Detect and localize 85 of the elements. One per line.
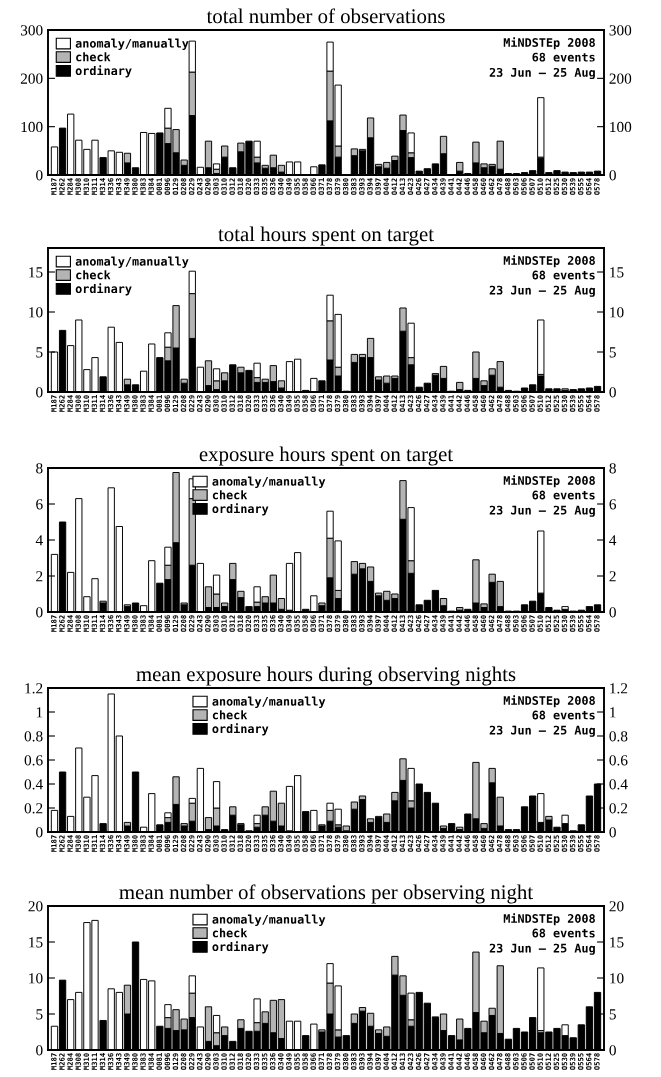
y-tick-label: 1 xyxy=(36,707,43,718)
y2-tick-label: 15 xyxy=(610,937,624,948)
y-tick-label: 2 xyxy=(36,571,43,582)
legend-label: check xyxy=(212,928,248,938)
y-tick-label: 10 xyxy=(29,307,43,318)
legend-label: check xyxy=(76,270,111,280)
y2-tick-label: 1.2 xyxy=(610,683,628,694)
y-tick-label: 6 xyxy=(36,499,43,510)
legend-label: ordinary xyxy=(75,65,132,78)
legend-label: anomaly/manually xyxy=(212,476,326,489)
y2-tick-label: 200 xyxy=(609,73,632,84)
legend-label: ordinary xyxy=(212,503,269,516)
y2-tick-label: 0 xyxy=(609,827,616,838)
y2-tick-label: 1 xyxy=(610,707,616,718)
annotation: MiNDSTEp 2008 xyxy=(503,37,595,50)
annotation: 23 Jun – 25 Aug xyxy=(489,943,595,955)
y2-tick-label: 300 xyxy=(609,25,632,36)
y-tick-label: 1.2 xyxy=(25,683,43,694)
y-tick-label: 0.2 xyxy=(24,803,43,814)
y-tick-label: 300 xyxy=(20,25,43,36)
y2-tick-label: 20 xyxy=(609,901,624,912)
y-tick-label: 5 xyxy=(36,347,43,358)
legend-label: check xyxy=(76,52,111,62)
y2-tick-label: 10 xyxy=(610,973,624,984)
annotation: 68 events xyxy=(532,490,595,500)
y-tick-label: 20 xyxy=(28,901,43,912)
y-tick-label: 0 xyxy=(36,387,43,398)
y2-tick-label: 6 xyxy=(609,499,617,510)
annotation: MiNDSTEp 2008 xyxy=(503,255,595,268)
chart-title: total hours spent on target xyxy=(218,226,434,246)
chart-title: mean exposure hours during observing nights xyxy=(136,666,516,686)
y-tick-label: 15 xyxy=(29,267,43,278)
legend-label: check xyxy=(212,490,248,500)
y2-tick-label: 10 xyxy=(610,307,624,318)
chart-title: exposure hours spent on target xyxy=(199,446,453,466)
legend-label: anomaly/manually xyxy=(212,914,326,927)
y2-tick-label: 2 xyxy=(609,571,616,582)
y2-tick-label: 8 xyxy=(609,463,616,474)
y2-tick-label: 0 xyxy=(609,170,616,181)
y2-tick-label: 100 xyxy=(610,121,632,133)
y2-tick-label: 15 xyxy=(610,267,624,278)
y-tick-label: 15 xyxy=(29,937,43,948)
annotation: 23 Jun – 25 Aug xyxy=(489,505,595,517)
annotation: 68 events xyxy=(532,270,595,280)
y2-tick-label: 0.8 xyxy=(609,731,628,742)
legend-label: check xyxy=(212,710,248,720)
y-tick-label: 5 xyxy=(36,1009,43,1020)
chart-title: mean number of observations per observing night xyxy=(119,884,533,904)
annotation: 23 Jun – 25 Aug xyxy=(489,67,595,80)
y-tick-label: 0 xyxy=(36,607,43,618)
y2-tick-label: 0.2 xyxy=(609,803,628,814)
annotation: 23 Jun – 25 Aug xyxy=(489,285,595,297)
y-tick-label: 4 xyxy=(35,535,43,546)
y2-tick-label: 0.4 xyxy=(609,779,628,790)
y2-tick-label: 0 xyxy=(609,607,616,618)
y-tick-label: 8 xyxy=(36,463,43,474)
y2-tick-label: 5 xyxy=(609,347,616,358)
y-tick-label: 0 xyxy=(36,827,43,838)
annotation: MiNDSTEp 2008 xyxy=(503,913,595,926)
annotation: 68 events xyxy=(532,928,595,938)
legend-label: anomaly/manually xyxy=(212,696,326,709)
y2-tick-label: 5 xyxy=(609,1009,616,1020)
y2-tick-label: 0 xyxy=(609,387,616,398)
y2-tick-label: 4 xyxy=(609,535,617,546)
annotation: 68 events xyxy=(532,52,595,62)
legend-label: anomaly/manually xyxy=(75,38,189,51)
annotation: MiNDSTEp 2008 xyxy=(503,695,595,708)
chart-title: total number of observations xyxy=(206,8,445,24)
legend-label: ordinary xyxy=(212,723,269,736)
legend-label: ordinary xyxy=(75,283,132,296)
annotation: MiNDSTEp 2008 xyxy=(503,475,595,488)
y-tick-label: 0.6 xyxy=(24,755,43,766)
legend-label: anomaly/manually xyxy=(75,256,189,269)
y-tick-label: 0 xyxy=(36,1045,43,1056)
y-tick-label: 0 xyxy=(36,170,43,181)
annotation: 23 Jun – 25 Aug xyxy=(489,725,595,737)
legend-label: ordinary xyxy=(212,941,269,954)
y-tick-label: 10 xyxy=(29,973,43,984)
y2-tick-label: 0 xyxy=(609,1045,616,1056)
y-tick-label: 100 xyxy=(21,121,43,133)
y-tick-label: 200 xyxy=(20,73,43,84)
y-tick-label: 0.8 xyxy=(24,731,43,742)
annotation: 68 events xyxy=(532,710,595,720)
y-tick-label: 0.4 xyxy=(24,779,43,790)
y2-tick-label: 0.6 xyxy=(609,755,628,766)
